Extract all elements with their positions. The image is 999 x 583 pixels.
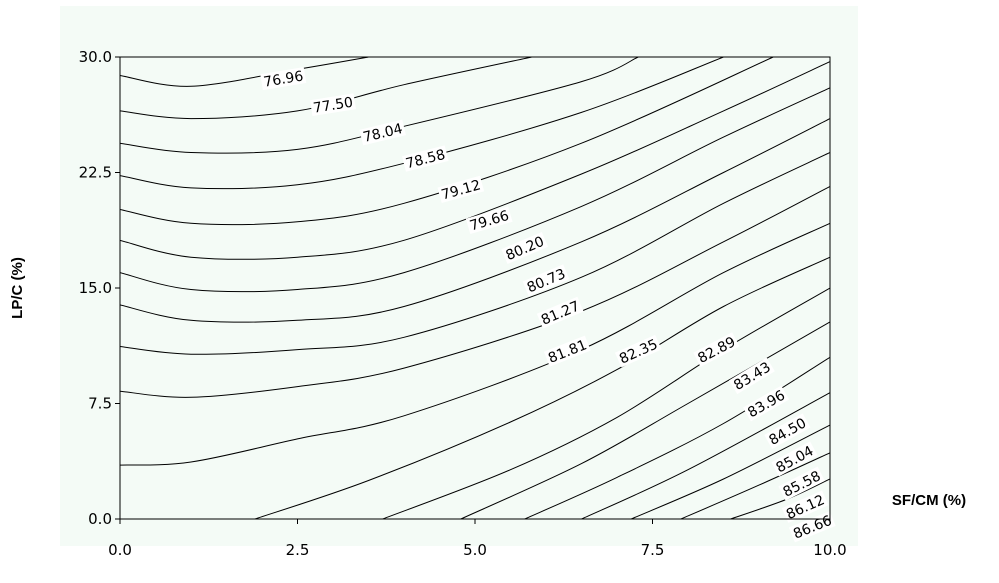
y-tick-label: 22.5 [79, 164, 112, 182]
y-tick-label: 7.5 [88, 395, 112, 413]
contour-line-86.12 [680, 452, 830, 519]
contour-label-background [781, 490, 829, 523]
contour-label-background [359, 119, 406, 146]
contour-label: 76.96 [262, 68, 304, 90]
contour-label-background [764, 413, 811, 449]
contour-line-83.96 [460, 321, 830, 519]
contour-line-80.73 [120, 118, 830, 323]
contour-label-background [614, 334, 662, 368]
x-tick-label: 5.0 [463, 541, 487, 559]
contour-line-81.27 [120, 152, 830, 355]
contour-label: 77.50 [312, 95, 354, 117]
contour-label-background [693, 332, 740, 367]
x-tick-label: 0.0 [108, 541, 132, 559]
contour-line-79.66 [120, 61, 830, 260]
contour-label-group: 76.96 [260, 67, 307, 91]
contour-label-background [743, 385, 790, 422]
contour-label-background [501, 232, 549, 264]
contour-line-82.89 [254, 256, 830, 519]
contour-label-background [778, 466, 825, 501]
contour-line-83.43 [382, 287, 830, 519]
contour-label-background [536, 296, 584, 329]
contour-label-background [402, 145, 449, 172]
x-axis-title: SF/CM (%) [892, 492, 966, 509]
contour-label-background [522, 264, 570, 297]
y-tick-label: 30.0 [79, 48, 112, 66]
x-tick-label: 7.5 [641, 541, 665, 559]
contour-line-80.20 [120, 87, 830, 293]
contour-line-79.12 [120, 57, 774, 226]
contour-label-background [260, 67, 307, 91]
contour-line-81.81 [120, 185, 830, 398]
x-tick-label: 2.5 [286, 541, 310, 559]
contour-line-84.50 [524, 356, 830, 519]
contour-label-background [771, 441, 818, 477]
y-axis-title: LP/C (%) [9, 257, 26, 319]
x-tick-label: 10.0 [813, 541, 846, 559]
contour-line-78.58 [120, 57, 724, 190]
contour-label-background [543, 335, 591, 367]
x-axis: 0.0 2.5 5.0 7.5 10.0 [108, 519, 847, 559]
contour-label-background [310, 93, 356, 117]
contour-line-78.04 [120, 57, 639, 154]
contour-label-group: 77.50 [310, 93, 356, 117]
contour-label-background [728, 357, 775, 395]
contour-line-76.96 [120, 57, 369, 87]
y-tick-label: 15.0 [79, 279, 112, 297]
y-axis: 0.0 7.5 15.0 22.5 30.0 [79, 48, 120, 528]
y-tick-label: 0.0 [88, 510, 112, 528]
contour-label-background [465, 206, 513, 235]
contour-line-85.04 [581, 392, 830, 519]
contour-label-background [437, 175, 485, 203]
chart-background [60, 6, 858, 546]
contour-lines [120, 57, 830, 519]
contour-line-82.35 [120, 222, 830, 466]
contour-line-85.58 [631, 424, 830, 519]
contour-line-77.50 [120, 57, 532, 120]
